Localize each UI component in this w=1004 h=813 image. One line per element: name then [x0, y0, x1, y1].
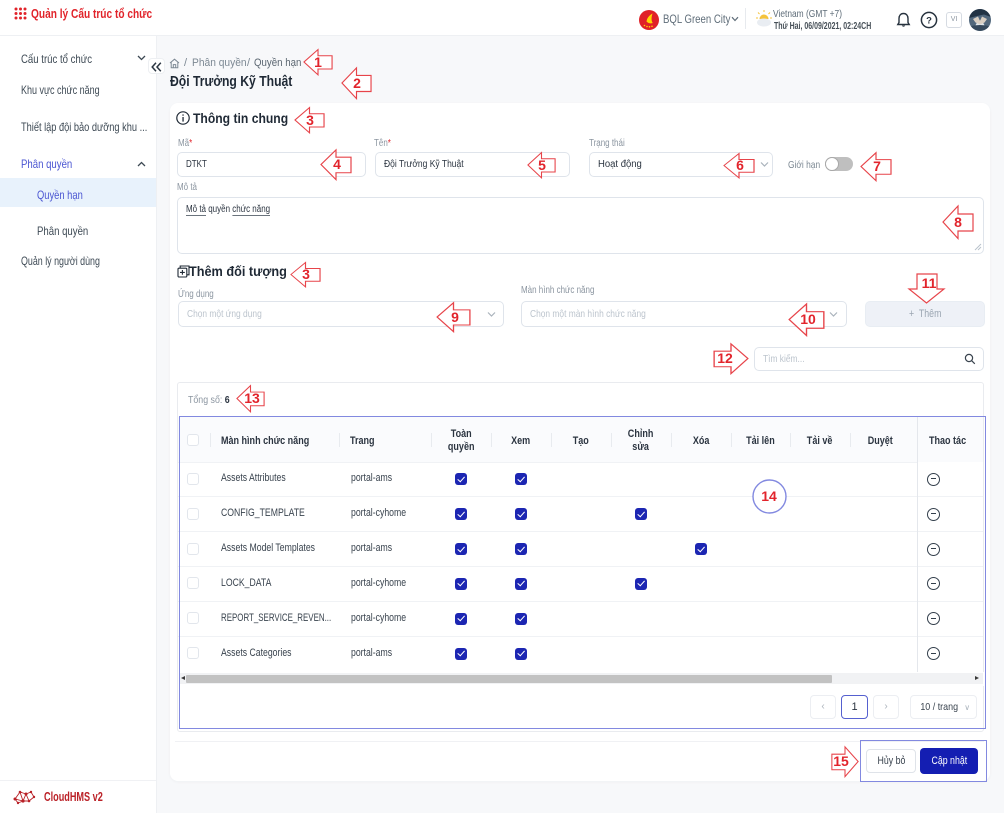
svg-text:?: ? — [926, 15, 932, 26]
